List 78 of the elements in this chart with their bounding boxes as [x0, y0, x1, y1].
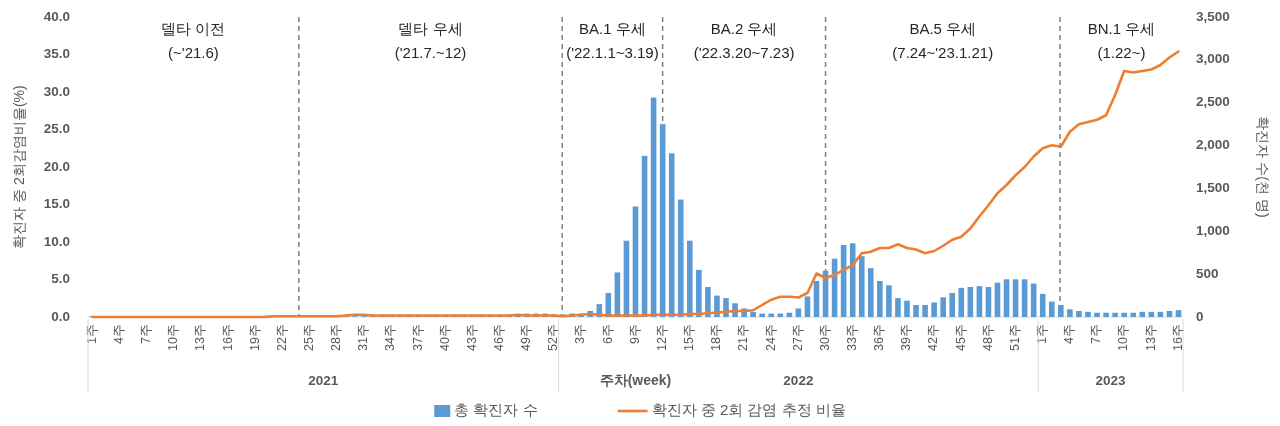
text: 2021	[308, 373, 339, 388]
x-tick-label: 37주	[410, 324, 425, 351]
y2-tick-label: 0	[1196, 308, 1204, 324]
annotation: (~'21.6)	[168, 43, 219, 61]
y2-tick-label: 1,500	[1196, 179, 1230, 195]
x-tick-label: 52주	[546, 324, 561, 351]
ylabel: 확진자 중 2회감염비율(%)	[10, 85, 27, 249]
text: 2022	[783, 373, 814, 388]
x-tick-label: 45주	[953, 324, 968, 351]
x-tick-label: 46주	[492, 324, 507, 351]
x-tick-label: 10주	[1116, 324, 1131, 351]
x-tick-label: 4주	[1062, 324, 1077, 344]
annotation: BA.2 우세	[710, 19, 778, 37]
x-tick-label: 13주	[1143, 324, 1158, 351]
annotation: (7.24~'23.1.21)	[892, 43, 994, 61]
annotation: BA.1 우세	[579, 19, 646, 37]
x-tick-label: 19주	[247, 324, 262, 351]
x-tick-label: 43주	[464, 324, 479, 351]
x-tick-label: 31주	[356, 324, 371, 351]
x-tick-label: 27주	[790, 324, 805, 351]
y-tick-label: 20.0	[43, 158, 70, 174]
x-tick-label: 48주	[980, 324, 995, 351]
x-tick-label: 13주	[193, 324, 208, 351]
y2-tick-label: 500	[1196, 265, 1219, 281]
y2label: 확진자 수(천 명)	[1255, 116, 1272, 218]
x-tick-label: 7주	[1089, 324, 1104, 344]
x-tick-label: 10주	[166, 324, 181, 351]
annotation: ('22.3.20~7.23)	[693, 43, 795, 61]
annotation: BA.5 우세	[909, 19, 977, 37]
x-tick-label: 1주	[1035, 324, 1050, 344]
annotation: ('22.1.1~3.19)	[566, 43, 659, 61]
x-tick-label: 4주	[111, 324, 126, 344]
annotation: 델타 이전	[161, 19, 226, 37]
y2-tick-label: 2,500	[1196, 94, 1230, 110]
y-tick-label: 25.0	[43, 121, 70, 137]
y-tick-label: 30.0	[43, 83, 70, 99]
x-tick-label: 6주	[600, 324, 615, 344]
y-tick-label: 15.0	[43, 196, 70, 212]
y-tick-label: 40.0	[43, 8, 70, 24]
x-tick-label: 34주	[383, 324, 398, 351]
legend-label: 총 확진자 수	[454, 400, 538, 418]
y-tick-label: 10.0	[43, 233, 70, 249]
annotation: ('21.7.~12)	[394, 43, 467, 61]
legend-label: 확진자 중 2회 감염 추정 비율	[651, 400, 846, 418]
x-tick-label: 16주	[1170, 324, 1185, 351]
x-tick-label: 30주	[817, 324, 832, 351]
x-tick-label: 25주	[302, 324, 317, 351]
x-tick-label: 7주	[139, 324, 154, 344]
x-tick-label: 21주	[736, 324, 751, 351]
y2-tick-label: 2,000	[1196, 137, 1230, 153]
x-tick-label: 16주	[220, 324, 235, 351]
x-tick-label: 49주	[519, 324, 534, 351]
y2-tick-label: 1,000	[1196, 222, 1230, 238]
annotation: 델타 우세	[398, 19, 463, 37]
x-tick-label: 39주	[899, 324, 914, 351]
x-tick-label: 51주	[1007, 324, 1022, 351]
x-tick-label: 40주	[437, 324, 452, 351]
y-tick-label: 0.0	[51, 308, 70, 324]
y2-tick-label: 3,500	[1196, 8, 1230, 24]
x-tick-label: 42주	[926, 324, 941, 351]
x-tick-label: 9주	[627, 324, 642, 344]
x-tick-label: 36주	[872, 324, 887, 351]
y-tick-label: 35.0	[43, 46, 70, 62]
y-tick-label: 5.0	[51, 271, 70, 287]
x-tick-label: 22주	[274, 324, 289, 351]
x-tick-label: 12주	[654, 324, 669, 351]
xlabel: 주차(week)	[599, 372, 672, 388]
x-tick-label: 15주	[682, 324, 697, 351]
annotation: BN.1 우세	[1087, 19, 1156, 37]
x-tick-label: 28주	[329, 324, 344, 351]
text: 2023	[1095, 373, 1127, 388]
x-tick-label: 24주	[763, 324, 778, 351]
annotation: (1.22~)	[1097, 43, 1146, 61]
x-tick-label: 3주	[573, 324, 588, 344]
x-tick-label: 1주	[84, 324, 99, 344]
x-tick-label: 33주	[844, 324, 859, 351]
y2-tick-label: 3,000	[1196, 51, 1230, 67]
x-tick-label: 18주	[709, 324, 724, 351]
